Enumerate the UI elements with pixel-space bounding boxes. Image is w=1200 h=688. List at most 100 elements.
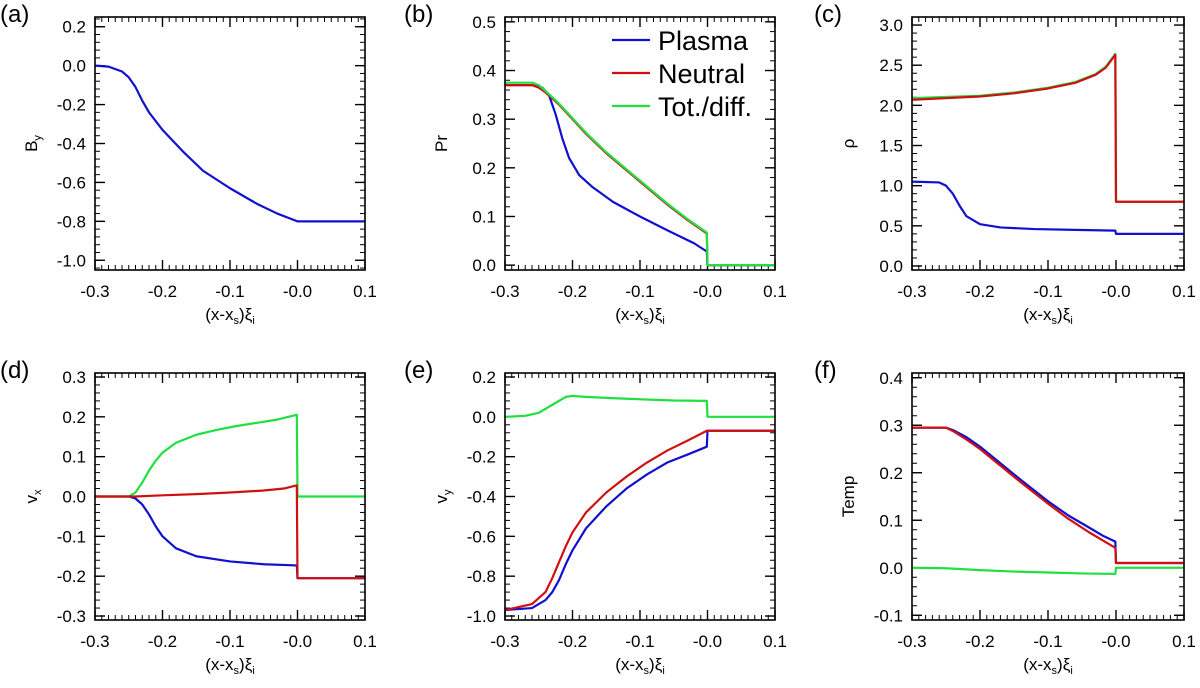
panel-label: (b) — [404, 1, 433, 28]
y-label-main: Temp — [839, 476, 858, 518]
x-tick-label: -0.1 — [625, 282, 654, 301]
y-tick-label: 0.2 — [472, 368, 496, 387]
plot-frame — [911, 372, 1185, 621]
x-tick-label: -0.0 — [283, 282, 312, 301]
series-line-total — [912, 52, 1184, 203]
x-tick-label: -0.2 — [148, 282, 177, 301]
x-axis-label: (x-xs)ξi — [1023, 305, 1073, 327]
panel-label: (d) — [0, 357, 29, 384]
panel-label: (a) — [0, 1, 29, 28]
x-label-part: (x-x — [615, 655, 644, 674]
series-line-plasma — [912, 426, 1184, 565]
x-label-part: )ξ — [649, 655, 663, 674]
x-axis-label: (x-xs)ξi — [205, 655, 255, 677]
x-tick-label: 0.1 — [763, 282, 787, 301]
series-line-plasma — [95, 64, 365, 223]
y-label-main: Pr — [432, 135, 451, 152]
y-label-sub: y — [32, 135, 44, 141]
x-label-sub: s — [234, 315, 240, 327]
y-tick-label: 1.0 — [879, 177, 903, 196]
x-label-sub: i — [1070, 315, 1072, 327]
x-tick-label: 0.1 — [353, 632, 377, 651]
series-line-neutral — [95, 484, 365, 580]
y-tick-label: 0.3 — [879, 416, 903, 435]
x-tick-label: -0.1 — [215, 282, 244, 301]
series-line-plasma — [505, 429, 775, 612]
y-label-main: v — [432, 495, 451, 504]
panel-label: (e) — [404, 357, 433, 384]
y-tick-label: 0.5 — [472, 13, 496, 32]
panel-label: (f) — [814, 357, 837, 384]
y-label-main: v — [22, 495, 41, 504]
x-label-part: )ξ — [1057, 655, 1071, 674]
x-label-part: )ξ — [239, 655, 253, 674]
series-line-plasma — [95, 495, 365, 580]
y-tick-label: -1.0 — [57, 251, 86, 270]
x-tick-label: -0.2 — [558, 282, 587, 301]
y-tick-label: 0.1 — [472, 207, 496, 226]
x-tick-label: -0.3 — [897, 282, 926, 301]
x-axis-label: (x-xs)ξi — [615, 305, 665, 327]
y-tick-label: 3.0 — [879, 16, 903, 35]
legend-label: Plasma — [658, 26, 749, 56]
x-label-part: (x-x — [1023, 655, 1052, 674]
y-tick-label: -0.3 — [57, 607, 86, 626]
panel-d: (d) -0.3 -0.2 -0.1 -0.0 0.1 -0.3 -0.2 -0.1 0.0 0.1… — [0, 357, 377, 677]
series-line-plasma — [912, 180, 1184, 235]
x-label-part: )ξ — [1057, 305, 1071, 324]
x-axis-label: (x-xs)ξi — [615, 655, 665, 677]
x-tick-label: -0.1 — [1033, 282, 1062, 301]
x-label-part: (x-x — [615, 305, 644, 324]
x-tick-label: -0.1 — [1033, 632, 1062, 651]
y-label-sub: y — [442, 489, 454, 495]
x-tick-label: 0.1 — [353, 282, 377, 301]
y-label-sub: x — [32, 489, 44, 495]
y-label-main: ρ — [839, 139, 858, 149]
y-tick-label: 0.2 — [879, 464, 903, 483]
panel-c: (c) -0.3 -0.2 -0.1 -0.0 0.1 0.0 0.5 1.0 1.5 2.0 2.5… — [814, 1, 1196, 327]
x-label-sub: s — [1052, 665, 1058, 677]
x-label-part: (x-x — [205, 305, 234, 324]
series-line-neutral — [505, 429, 775, 612]
y-axis-label: Pr — [432, 135, 451, 152]
y-tick-label: 0.0 — [472, 256, 496, 275]
y-tick-label: 0.4 — [472, 62, 496, 81]
x-tick-label: 0.1 — [1172, 632, 1196, 651]
x-tick-label: -0.2 — [965, 282, 994, 301]
x-label-part: )ξ — [649, 305, 663, 324]
x-label-part: (x-x — [1023, 305, 1052, 324]
series-line-neutral — [912, 53, 1184, 203]
y-axis-label: vx — [22, 489, 44, 504]
y-tick-label: -0.6 — [57, 173, 86, 192]
x-tick-label: -0.2 — [148, 632, 177, 651]
y-tick-label: 2.5 — [879, 56, 903, 75]
y-tick-label: 0.0 — [472, 408, 496, 427]
legend-label: Neutral — [658, 59, 745, 89]
x-label-part: (x-x — [205, 655, 234, 674]
x-label-sub: s — [644, 315, 650, 327]
panel-label: (c) — [814, 1, 842, 28]
y-tick-label: -0.8 — [467, 567, 496, 586]
plot-frame — [94, 372, 366, 621]
y-tick-label: -0.6 — [467, 527, 496, 546]
x-label-sub: i — [1070, 665, 1072, 677]
x-tick-label: -0.0 — [1101, 282, 1130, 301]
x-tick-label: -0.0 — [1101, 632, 1130, 651]
y-tick-label: -0.8 — [57, 212, 86, 231]
y-tick-label: -0.2 — [57, 96, 86, 115]
y-axis-label: By — [22, 135, 44, 152]
series-line-neutral — [912, 426, 1184, 565]
y-label-main: B — [22, 141, 41, 152]
y-tick-label: 0.0 — [62, 488, 86, 507]
y-tick-label: -0.4 — [467, 488, 496, 507]
y-tick-label: 2.0 — [879, 96, 903, 115]
plot-frame — [504, 16, 776, 271]
y-tick-label: 0.2 — [62, 18, 86, 37]
x-label-sub: s — [234, 665, 240, 677]
x-tick-label: -0.2 — [965, 632, 994, 651]
x-tick-label: 0.1 — [1172, 282, 1196, 301]
y-tick-label: -0.2 — [57, 567, 86, 586]
plot-frame — [94, 16, 366, 271]
